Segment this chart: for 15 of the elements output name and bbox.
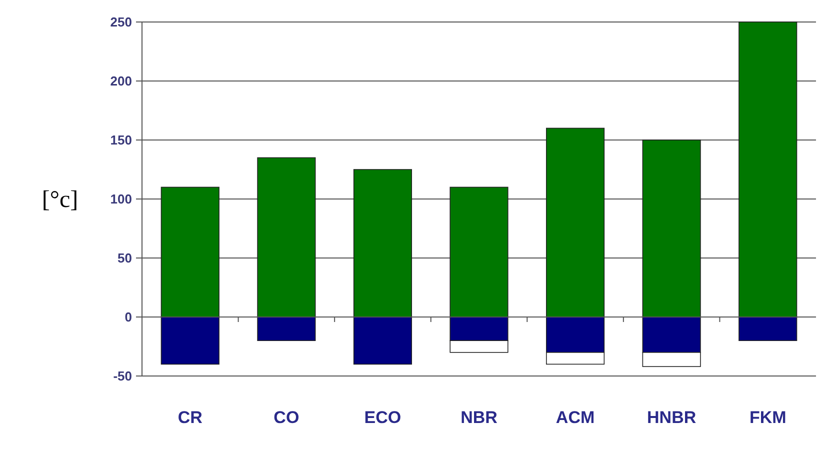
x-tick-label: ACM: [556, 408, 595, 427]
x-tick-label: FKM: [749, 408, 786, 427]
x-tick-label: CO: [274, 408, 300, 427]
y-tick-label: 200: [110, 74, 132, 89]
y-tick-label: 0: [124, 310, 132, 325]
y-tick-label: 50: [118, 250, 132, 266]
x-tick-label: CR: [178, 408, 202, 427]
y-tick-label: 150: [110, 132, 132, 148]
x-tick-label: HNBR: [647, 408, 696, 427]
x-tick-label: ECO: [364, 408, 402, 427]
y-axis-title: [°c]: [42, 187, 78, 213]
y-tick-label: 100: [110, 192, 132, 207]
x-tick-label: NBR: [460, 408, 498, 427]
y-tick-label: -50: [113, 368, 132, 384]
y-tick-label: 250: [110, 14, 132, 30]
